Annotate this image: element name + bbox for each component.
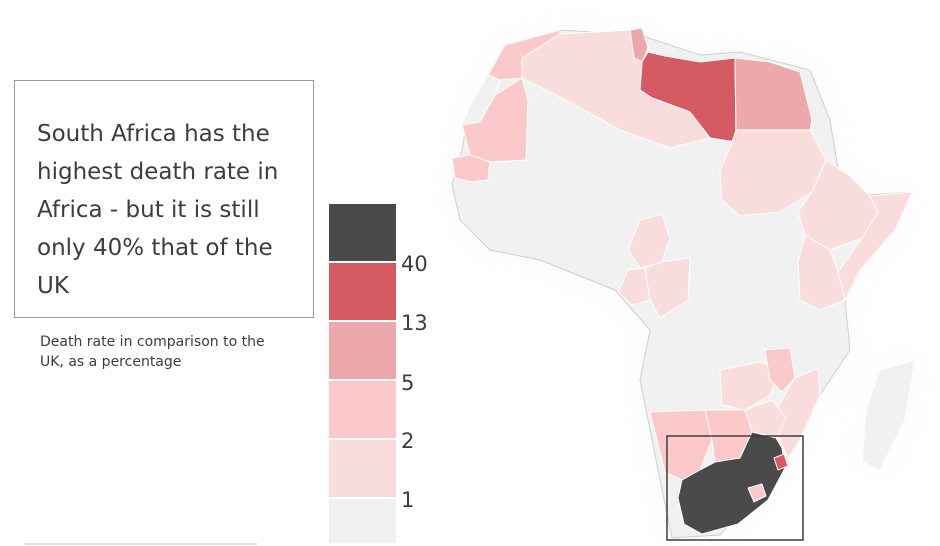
country-kenya <box>797 234 846 311</box>
divider-line <box>25 543 257 545</box>
headline-box: South Africa has the highest death rate … <box>14 80 314 318</box>
country-madagascar <box>861 359 916 471</box>
legend-swatch-1-2 <box>329 440 396 497</box>
legend-label-2: 2 <box>401 429 415 453</box>
legend-label-5: 5 <box>401 371 415 395</box>
south-africa-highlight-box <box>666 435 804 541</box>
country-eswatini <box>773 453 789 471</box>
legend-swatch-13-40 <box>329 263 396 320</box>
country-lesotho <box>747 483 767 503</box>
country-sudan <box>719 129 827 217</box>
legend-label-40: 40 <box>401 252 428 276</box>
country-algeria <box>521 29 711 149</box>
legend-swatch-5-13 <box>329 322 396 379</box>
legend-label-13: 13 <box>401 311 428 335</box>
headline: South Africa has the highest death rate … <box>37 121 279 299</box>
country-malawi <box>764 347 796 393</box>
subtitle: Death rate in comparison to the UK, as a… <box>40 334 265 370</box>
country-senegal <box>451 154 491 183</box>
country-gabon <box>617 267 651 306</box>
legend-swatch-under-1 <box>329 499 396 543</box>
legend-swatch-40-plus <box>329 204 396 261</box>
legend-swatch-2-5 <box>329 381 396 438</box>
legend-label-1: 1 <box>401 488 415 512</box>
country-congo <box>644 257 691 319</box>
country-zambia <box>719 361 781 411</box>
